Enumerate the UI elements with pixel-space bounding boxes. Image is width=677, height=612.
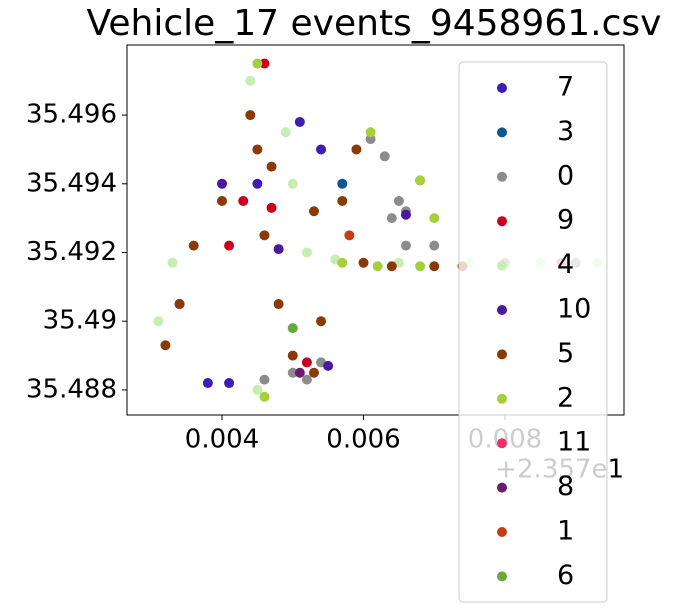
point — [301, 374, 312, 385]
point — [153, 316, 164, 327]
legend-label: 9 — [557, 205, 574, 236]
point — [337, 178, 348, 189]
point — [245, 110, 256, 121]
point — [337, 195, 348, 206]
point — [415, 175, 426, 186]
point — [386, 213, 397, 224]
point — [224, 240, 235, 251]
legend-marker — [497, 482, 507, 493]
point — [429, 213, 440, 224]
legend-label: 5 — [557, 338, 574, 369]
y-tick-label: 35.492 — [26, 237, 117, 267]
legend-label: 0 — [557, 160, 574, 191]
legend-marker — [497, 349, 507, 360]
legend-marker — [497, 260, 507, 271]
point — [294, 367, 305, 378]
point — [365, 134, 376, 145]
legend-label: 6 — [557, 560, 574, 591]
legend-marker — [497, 127, 507, 138]
legend-marker — [497, 83, 507, 93]
x-tick-label: 0.006 — [326, 425, 400, 455]
point — [316, 144, 327, 155]
point — [429, 261, 440, 272]
legend-marker — [497, 393, 507, 404]
chart-title: Vehicle_17 events_9458961.csv — [87, 3, 662, 44]
point — [415, 261, 426, 272]
point — [287, 323, 298, 334]
x-tick-label: 0.004 — [185, 425, 259, 455]
y-tick-label: 35.496 — [26, 100, 117, 130]
legend-marker — [497, 571, 507, 582]
point — [287, 178, 298, 189]
point — [365, 127, 376, 138]
point — [351, 144, 362, 155]
point — [252, 58, 263, 69]
legend-label: 8 — [557, 471, 574, 502]
point — [217, 195, 228, 206]
point — [287, 350, 298, 361]
point — [294, 116, 305, 127]
point — [308, 367, 319, 378]
legend-marker — [497, 305, 507, 315]
legend-label: 2 — [557, 382, 574, 413]
point — [167, 257, 178, 268]
point — [252, 178, 263, 189]
point — [358, 257, 369, 268]
point — [174, 299, 185, 310]
point — [202, 378, 213, 389]
legend-label: 1 — [557, 516, 574, 547]
legend-label: 7 — [557, 72, 574, 103]
point — [344, 230, 355, 241]
point — [160, 340, 171, 351]
legend-label: 11 — [557, 427, 591, 458]
point — [252, 144, 263, 155]
point — [372, 261, 383, 272]
legend-marker — [497, 438, 507, 449]
point — [266, 202, 277, 213]
point — [386, 261, 397, 272]
y-tick-label: 35.494 — [26, 168, 117, 198]
legend-marker — [497, 527, 507, 537]
point — [245, 75, 256, 86]
point — [188, 240, 199, 251]
point — [393, 195, 404, 206]
point — [280, 127, 291, 138]
point — [308, 206, 319, 217]
point — [259, 230, 270, 241]
point — [400, 240, 411, 251]
legend-marker — [497, 216, 507, 227]
point — [301, 357, 312, 368]
point — [252, 384, 263, 395]
point — [323, 360, 334, 371]
point — [273, 244, 284, 255]
point — [259, 58, 270, 69]
y-tick-label: 35.49 — [43, 306, 117, 336]
point — [238, 195, 249, 206]
point — [273, 299, 284, 310]
point — [259, 374, 270, 385]
legend-label: 10 — [557, 294, 591, 325]
point — [217, 178, 228, 189]
point — [259, 391, 270, 402]
legend-marker — [497, 171, 507, 182]
point — [400, 209, 411, 220]
point — [287, 367, 298, 378]
point — [224, 378, 235, 389]
legend-box — [458, 61, 608, 603]
plot-frame — [126, 44, 625, 416]
point — [429, 240, 440, 251]
y-tick-label: 35.488 — [26, 374, 117, 404]
point — [301, 247, 312, 258]
point — [337, 257, 348, 268]
legend-label: 3 — [557, 116, 574, 147]
point — [266, 161, 277, 172]
point — [316, 316, 327, 327]
point — [379, 151, 390, 162]
legend-label: 4 — [557, 249, 574, 280]
